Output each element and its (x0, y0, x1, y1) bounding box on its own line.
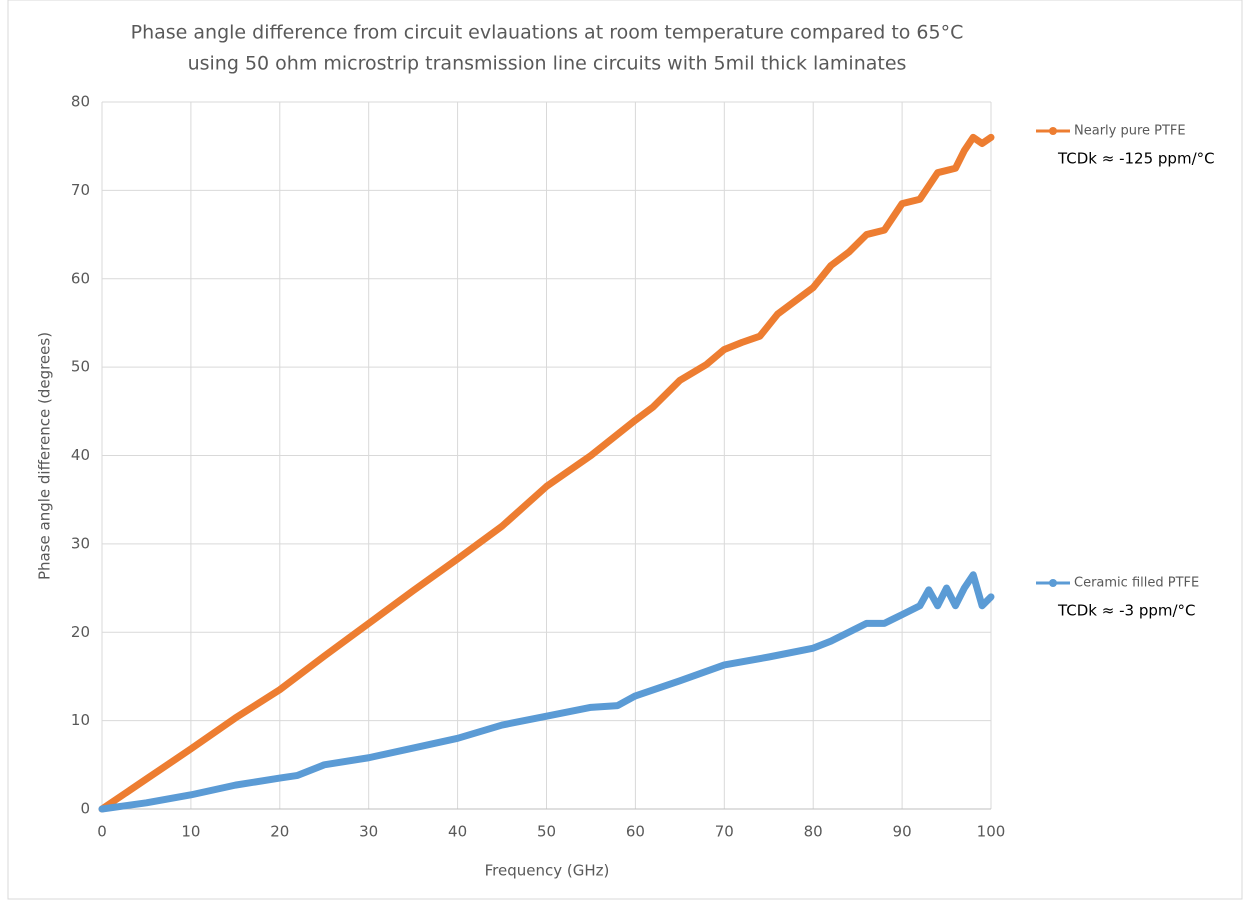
y-axis-label: Phase angle difference (degrees) (36, 332, 54, 580)
chart-title: Phase angle difference from circuit evla… (131, 22, 964, 44)
y-tick-label: 70 (71, 181, 90, 199)
x-tick-label: 70 (715, 823, 734, 841)
annotation: TCDk ≈ -3 ppm/°C (1057, 602, 1196, 620)
chart-border (7, 0, 1243, 900)
x-tick-label: 20 (270, 823, 289, 841)
x-tick-label: 30 (359, 823, 378, 841)
x-tick-label: 60 (626, 823, 645, 841)
y-tick-label: 30 (71, 534, 90, 552)
y-tick-label: 80 (71, 93, 90, 111)
legend-marker (1049, 127, 1057, 135)
legend-label: Nearly pure PTFE (1074, 124, 1186, 139)
y-tick-label: 60 (71, 269, 90, 287)
annotation: TCDk ≈ -125 ppm/°C (1057, 150, 1215, 168)
series-line (98, 571, 995, 813)
x-tick-label: 100 (977, 823, 1006, 841)
y-tick-label: 50 (71, 358, 90, 376)
y-tick-label: 40 (71, 446, 90, 464)
y-tick-label: 10 (71, 711, 90, 729)
x-tick-label: 90 (893, 823, 912, 841)
legend-label: Ceramic filled PTFE (1074, 576, 1199, 591)
x-tick-label: 80 (804, 823, 823, 841)
y-tick-label: 0 (80, 800, 90, 818)
x-axis-label: Frequency (GHz) (485, 862, 610, 880)
x-tick-label: 0 (97, 823, 107, 841)
legend-marker (1049, 579, 1057, 587)
x-tick-label: 10 (181, 823, 200, 841)
x-tick-label: 50 (537, 823, 556, 841)
series-line (98, 133, 995, 813)
x-tick-label: 40 (448, 823, 467, 841)
y-tick-label: 20 (71, 623, 90, 641)
chart-title: using 50 ohm microstrip transmission lin… (188, 53, 907, 75)
